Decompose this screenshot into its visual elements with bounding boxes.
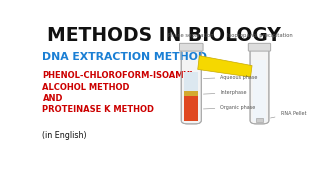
Text: PROTEINASE K METHOD: PROTEINASE K METHOD (43, 105, 155, 114)
FancyBboxPatch shape (248, 43, 271, 51)
FancyBboxPatch shape (181, 45, 201, 124)
Bar (184, 72, 198, 91)
Text: Aqueous phase: Aqueous phase (203, 75, 258, 80)
Text: METHODS IN BIOLOGY: METHODS IN BIOLOGY (47, 26, 281, 45)
Bar (256, 118, 263, 122)
Text: PHENOL-CHLOROFORM-ISOAMYL: PHENOL-CHLOROFORM-ISOAMYL (43, 71, 195, 80)
Text: ALCOHOL METHOD: ALCOHOL METHOD (43, 83, 130, 92)
Bar (184, 91, 198, 96)
Text: Isopropanol precipitation: Isopropanol precipitation (227, 33, 292, 38)
Bar (253, 60, 266, 121)
Text: AND: AND (43, 94, 63, 103)
FancyBboxPatch shape (250, 45, 269, 124)
Text: DNA EXTRACTION METHOD: DNA EXTRACTION METHOD (43, 52, 207, 62)
FancyBboxPatch shape (180, 43, 203, 51)
Text: (in English): (in English) (43, 131, 87, 140)
Text: Organic phase: Organic phase (203, 105, 256, 110)
Text: RNA Pellet: RNA Pellet (270, 111, 306, 118)
Text: Interphase: Interphase (203, 90, 247, 95)
Text: Phase separation: Phase separation (168, 33, 214, 38)
Bar (184, 96, 198, 121)
Polygon shape (198, 56, 252, 77)
